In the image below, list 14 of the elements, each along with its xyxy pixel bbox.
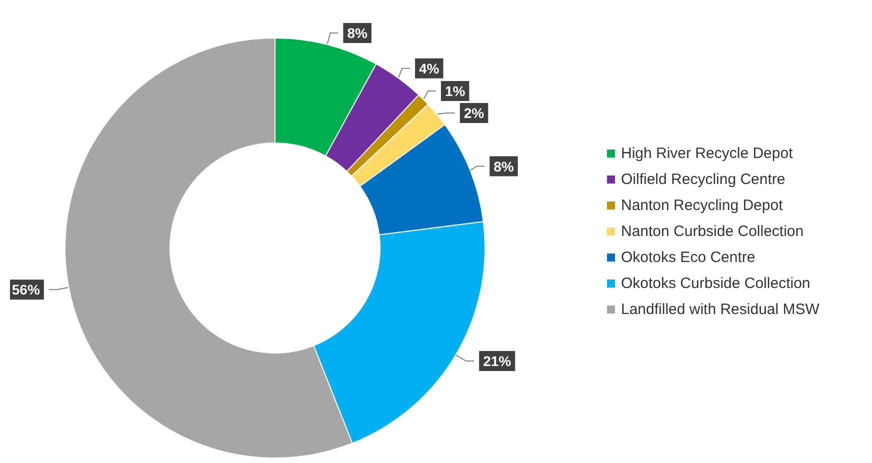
data-label: 2% [464,105,485,122]
legend-label: Okotoks Curbside Collection [621,275,810,292]
data-label: 8% [494,158,514,174]
legend-label: Landfilled with Residual MSW [621,301,820,318]
legend-label: Nanton Curbside Collection [621,223,804,240]
legend-label: Oilfield Recycling Centre [621,171,786,188]
legend-label: High River Recycle Depot [621,145,794,162]
data-label: 8% [347,24,368,41]
legend-label: Okotoks Eco Centre [621,249,756,266]
data-label: 1% [444,83,466,100]
legend-label: Nanton Recycling Depot [621,197,784,214]
data-label: 21% [483,353,512,370]
data-label: 4% [419,60,440,76]
data-label: 56% [12,282,40,298]
